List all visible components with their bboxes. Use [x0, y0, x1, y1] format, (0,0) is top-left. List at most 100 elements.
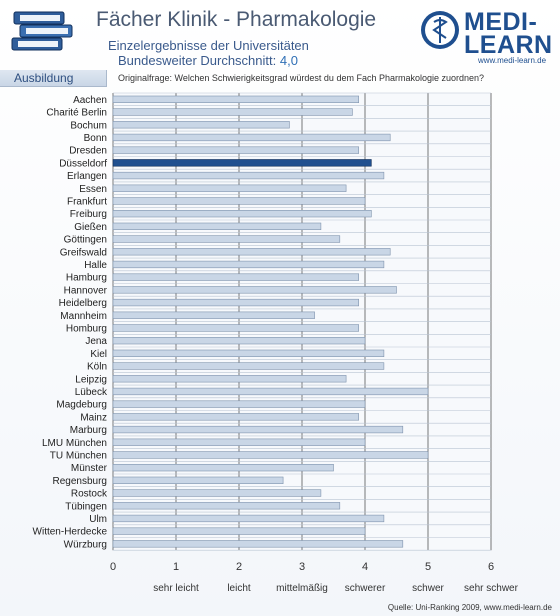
category-label: Hamburg	[66, 273, 107, 284]
category-label: Halle	[84, 260, 107, 271]
scale-label: sehr schwer	[464, 583, 519, 594]
bar	[112, 336, 366, 345]
category-label: Leipzig	[75, 374, 107, 385]
source-note: Quelle: Uni-Ranking 2009, www.medi-learn…	[387, 603, 552, 612]
scale-label: schwer	[412, 583, 444, 594]
bar	[112, 159, 372, 167]
x-tick-label: 1	[173, 561, 179, 573]
category-label: LMU München	[42, 438, 107, 449]
category-label: Marburg	[70, 425, 107, 436]
page-title: Fächer Klinik - Pharmakologie	[96, 8, 377, 31]
bar	[112, 108, 353, 116]
category-label: Bochum	[70, 120, 107, 131]
bar	[112, 489, 322, 497]
bar	[112, 514, 385, 523]
category-label: Hannover	[64, 285, 108, 296]
category-label: Charité Berlin	[46, 108, 107, 119]
caduceus-icon	[421, 11, 459, 49]
category-label: Düsseldorf	[59, 158, 107, 169]
bar	[112, 184, 347, 192]
scale-label: leicht	[227, 583, 251, 594]
category-label: Göttingen	[64, 235, 107, 246]
category-label: Köln	[87, 362, 107, 373]
bar	[112, 222, 322, 230]
category-label: Rostock	[71, 489, 108, 500]
scale-label: sehr leicht	[153, 583, 199, 594]
bar	[112, 451, 429, 459]
category-label: Witten-Herdecke	[33, 527, 108, 538]
bar	[112, 235, 341, 243]
bar	[112, 210, 372, 218]
bar	[112, 311, 315, 319]
question-text: Originalfrage: Welchen Schwierigkeitsgra…	[118, 73, 485, 83]
category-label: Homburg	[66, 323, 107, 334]
bar	[112, 248, 391, 256]
logo-url: www.medi-learn.de	[478, 56, 547, 65]
category-label: Jena	[85, 336, 107, 347]
x-tick-label: 0	[110, 561, 116, 573]
medi-learn-logo: MEDI- LEARN www.medi-learn.de	[420, 8, 553, 65]
bar	[112, 298, 359, 307]
category-label: Gießen	[74, 222, 107, 233]
category-label: Frankfurt	[67, 196, 107, 207]
category-label: Essen	[79, 184, 107, 195]
category-label: Würzburg	[64, 539, 107, 550]
x-tick-label: 2	[236, 561, 242, 573]
category-label: Freiburg	[70, 209, 107, 220]
category-label: Regensburg	[53, 476, 107, 487]
category-label: Erlangen	[67, 171, 107, 182]
bar	[112, 387, 429, 396]
category-label: Magdeburg	[56, 400, 107, 411]
category-label: Heidelberg	[59, 298, 107, 309]
category-label: Münster	[71, 463, 108, 474]
bar	[112, 260, 385, 269]
bar	[112, 425, 404, 434]
bar	[112, 324, 359, 332]
category-label: Greifswald	[60, 247, 107, 258]
bar	[112, 476, 284, 484]
bar	[112, 273, 359, 281]
scale-label: schwerer	[345, 583, 386, 594]
category-label: Lübeck	[75, 387, 108, 398]
category-label: Mannheim	[60, 311, 107, 322]
bar	[112, 133, 391, 142]
bar	[112, 197, 366, 205]
tab-ausbildung[interactable]: Ausbildung	[0, 70, 107, 87]
x-tick-label: 3	[299, 561, 305, 573]
scale-label: mittelmäßig	[276, 583, 328, 594]
bar	[112, 95, 359, 103]
category-label: Aachen	[73, 95, 107, 106]
bar	[112, 463, 334, 472]
bar	[112, 527, 366, 535]
category-label: Bonn	[84, 133, 107, 144]
category-label: Mainz	[80, 412, 107, 423]
bar	[112, 502, 341, 510]
bar	[112, 171, 385, 180]
bar	[112, 540, 404, 548]
category-label: TU München	[50, 450, 107, 461]
logo-text-learn: LEARN	[464, 31, 553, 59]
bar	[112, 413, 359, 421]
category-label: Ulm	[89, 514, 107, 525]
average-value: 4,0	[279, 53, 298, 68]
category-label: Dresden	[69, 146, 107, 157]
bar	[112, 375, 347, 383]
bar	[112, 438, 366, 446]
bar	[112, 121, 290, 129]
x-tick-label: 4	[362, 561, 368, 573]
category-label: Tübingen	[65, 501, 107, 512]
bar	[112, 146, 359, 154]
bar	[112, 362, 385, 370]
bar	[112, 349, 385, 357]
header: Fächer Klinik - Pharmakologie Einzelerge…	[0, 0, 560, 70]
category-label: Kiel	[90, 349, 107, 360]
logo-text-medi: MEDI-	[464, 8, 538, 36]
x-tick-label: 6	[488, 561, 494, 573]
x-tick-label: 5	[425, 561, 431, 573]
average-line: Bundesweiter Durchschnitt: 4,0	[118, 53, 298, 68]
bar	[112, 400, 366, 408]
tab-label: Ausbildung	[14, 71, 74, 85]
bar	[112, 286, 397, 294]
subtitle: Einzelergebnisse der Universitäten	[108, 38, 309, 53]
